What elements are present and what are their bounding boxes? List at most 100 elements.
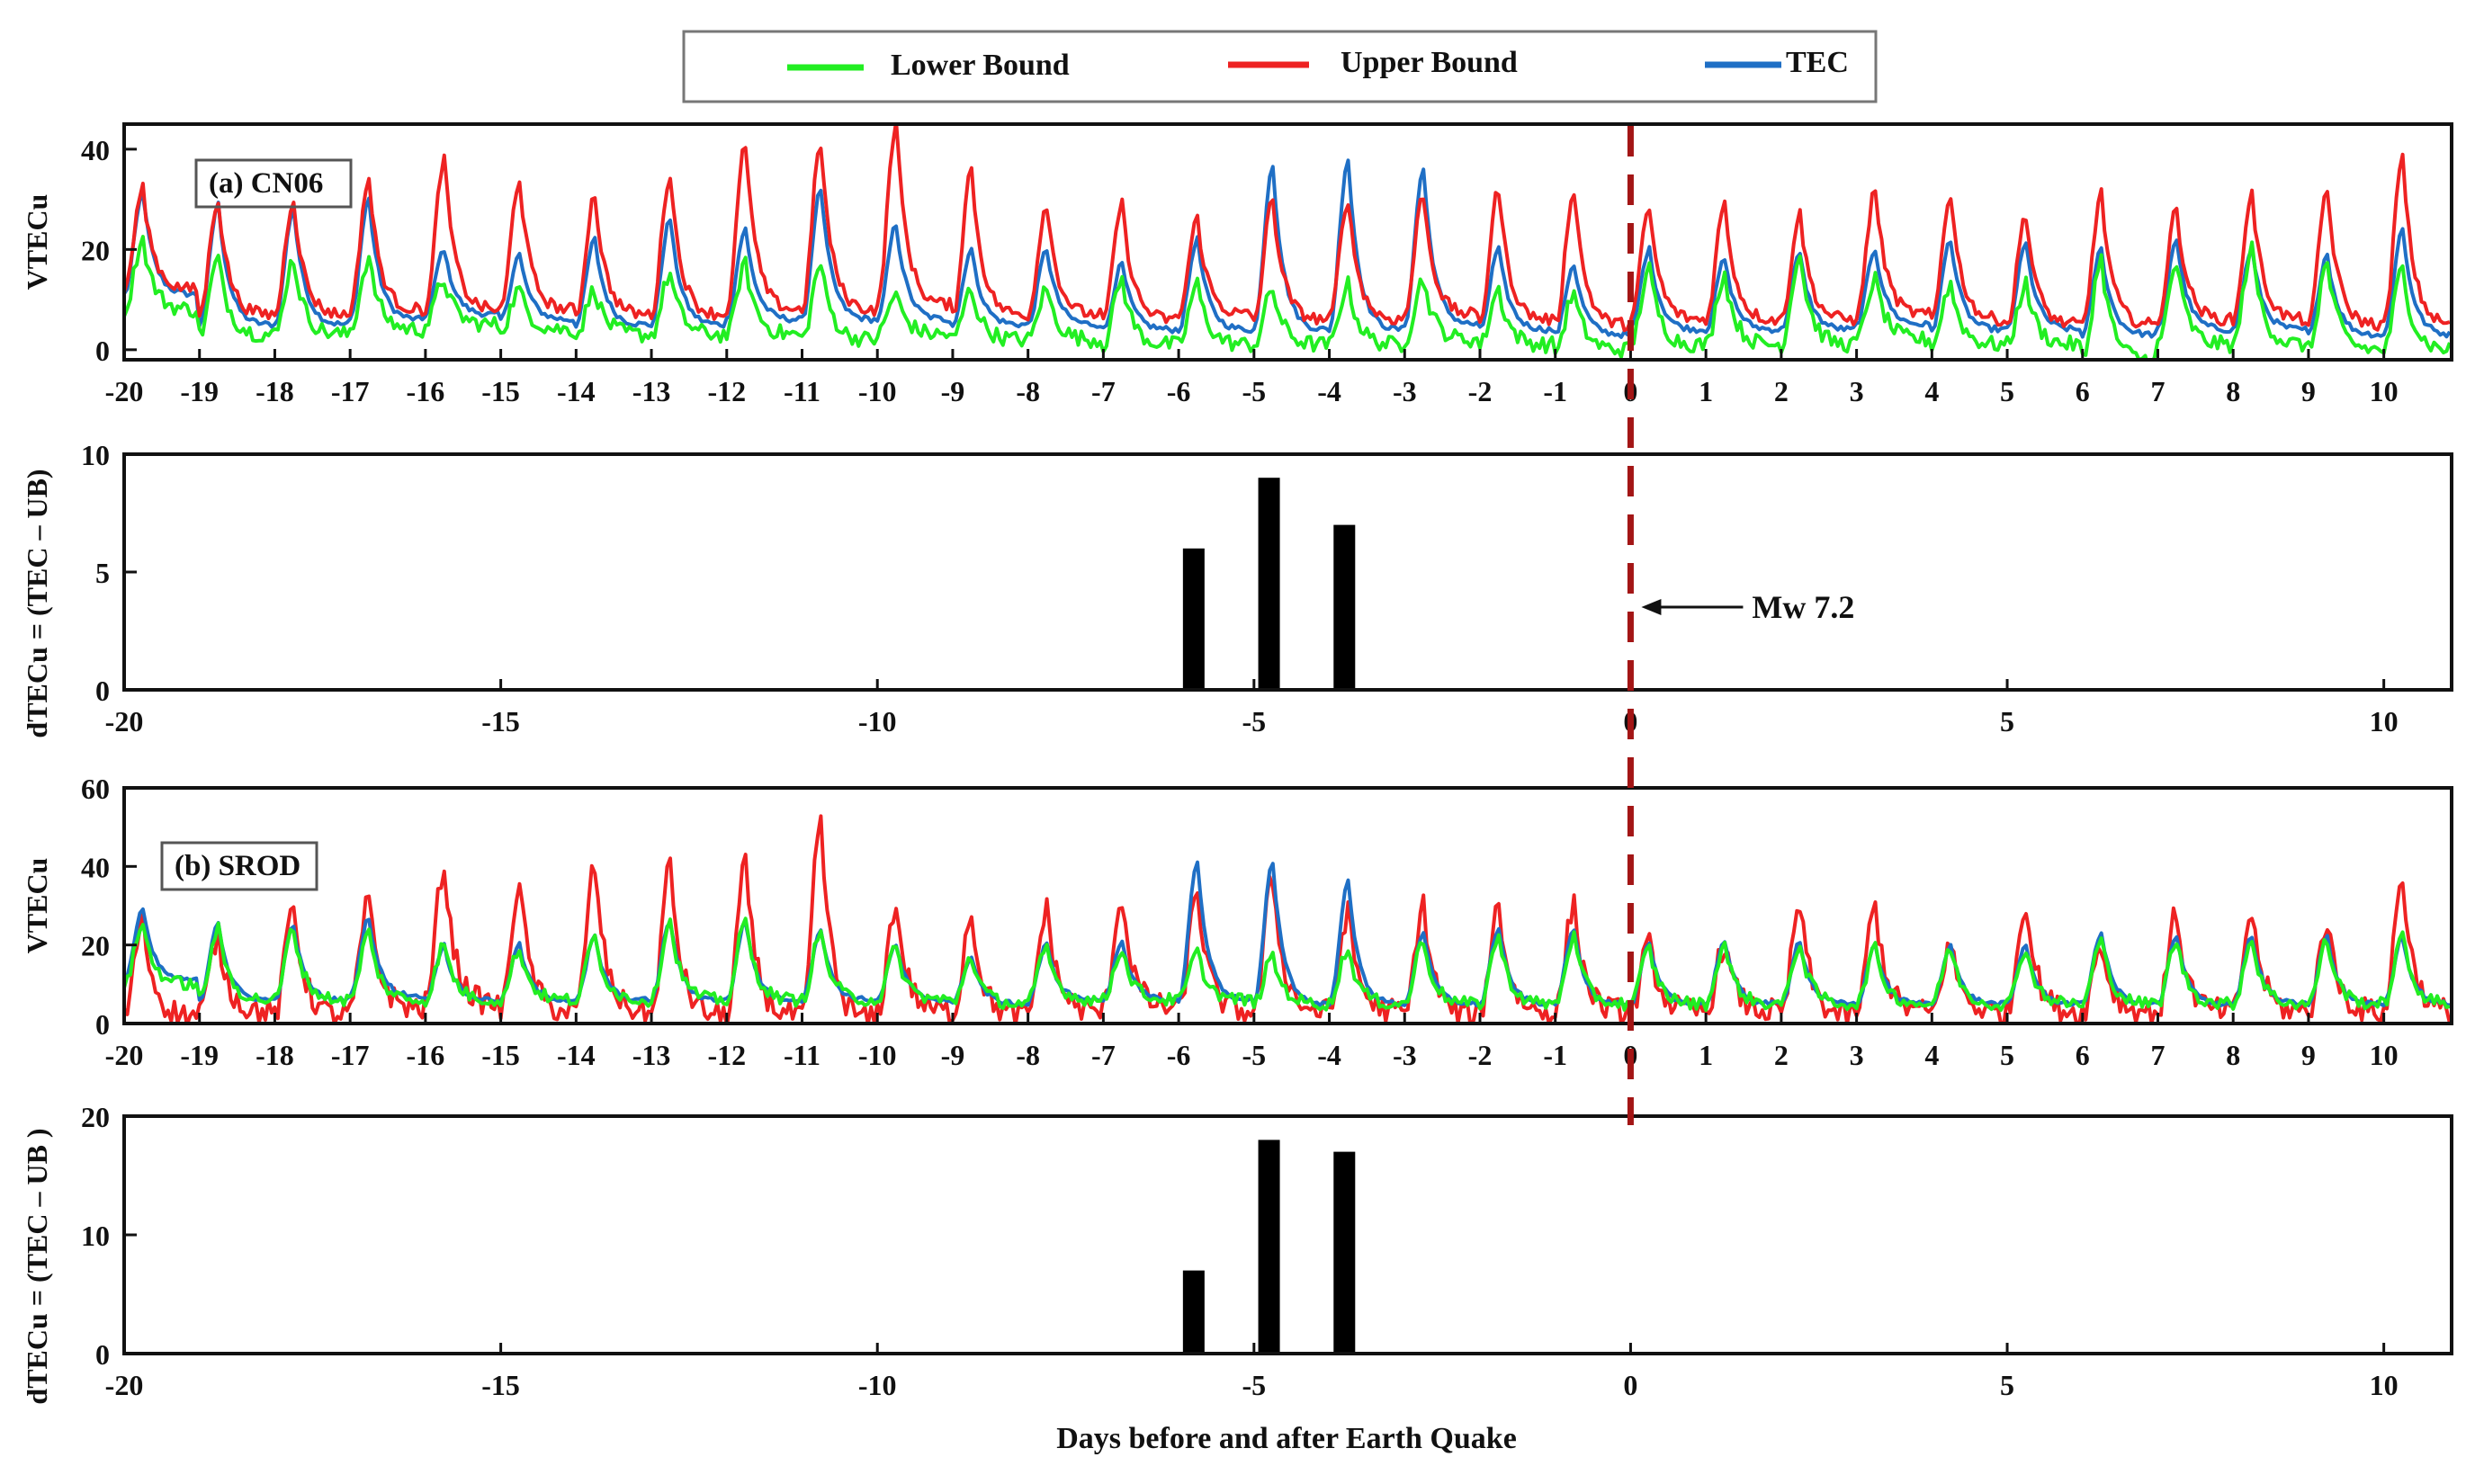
x-tick-label: 10: [2370, 1039, 2399, 1071]
x-tick-label: -19: [180, 1039, 219, 1071]
x-tick-label: -15: [481, 1039, 520, 1071]
x-tick-label: -1: [1543, 375, 1567, 407]
panel-label: (a) CN06: [209, 167, 323, 200]
x-tick-label: -6: [1167, 375, 1191, 407]
x-tick-label: 10: [2370, 375, 2399, 407]
tec-line: [124, 158, 2452, 339]
plot-area-3: [1182, 1140, 1356, 1354]
x-tick-label: -10: [858, 375, 897, 407]
x-tick-label: -5: [1242, 1369, 1266, 1401]
dtec-bar-0: [1182, 548, 1205, 690]
panel-label-box: (a) CN06: [194, 158, 353, 209]
dtec-bar-1: [1258, 478, 1280, 690]
x-tick-label: 5: [2000, 375, 2014, 407]
x-tick-label: -14: [557, 375, 596, 407]
x-tick-label: -20: [105, 705, 144, 738]
plot-area-1: [1182, 478, 1356, 690]
y-tick-label: 0: [95, 1338, 110, 1371]
x-tick-label: 6: [2076, 375, 2090, 407]
x-tick-label: -13: [632, 375, 671, 407]
axis-frame: [122, 452, 2453, 692]
dtec-bar-0: [1182, 1270, 1205, 1354]
panel-label: (b) SROD: [175, 850, 300, 882]
x-tick-label: -15: [481, 1369, 520, 1401]
x-tick-label: -10: [858, 705, 897, 738]
x-tick-label: 4: [1924, 1039, 1939, 1071]
y-tick-label: 10: [81, 439, 110, 471]
plot-area-2: [124, 814, 2452, 1024]
x-tick-label: -6: [1167, 1039, 1191, 1071]
axis-frame: [122, 786, 2453, 1025]
x-tick-label: -7: [1091, 1039, 1116, 1071]
x-tick-label: -4: [1317, 1039, 1341, 1071]
x-tick-label: -18: [256, 375, 294, 407]
y-axis-label: VTECu: [21, 194, 53, 291]
x-tick-label: 3: [1850, 375, 1864, 407]
x-tick-label: 5: [2000, 1039, 2014, 1071]
x-tick-label: -12: [707, 1039, 746, 1071]
dtec-bar-2: [1333, 524, 1356, 690]
x-axis-label: Days before and after Earth Quake: [1056, 1422, 1517, 1455]
x-tick-label: -16: [407, 375, 445, 407]
x-tick-label: -18: [256, 1039, 294, 1071]
x-tick-label: 1: [1699, 375, 1713, 407]
panel-label-box: (b) SROD: [160, 841, 318, 891]
x-tick-label: -17: [331, 1039, 370, 1071]
x-tick-label: -10: [858, 1369, 897, 1401]
x-tick-label: -11: [784, 1039, 821, 1071]
legend-label-upper-bound: Upper Bound: [1341, 46, 1518, 79]
plot-area-0: [124, 124, 2452, 360]
x-tick-label: -8: [1016, 375, 1040, 407]
y-tick-label: 20: [81, 1101, 110, 1133]
x-tick-label: 4: [1924, 375, 1939, 407]
x-tick-label: -14: [557, 1039, 596, 1071]
x-tick-label: 2: [1774, 1039, 1789, 1071]
y-axis-label: dTECu = (TEC – UB ): [21, 1128, 53, 1404]
upper-bound-line: [124, 124, 2451, 333]
y-tick-label: 20: [81, 234, 110, 266]
x-tick-label: 0: [1623, 1369, 1637, 1401]
x-tick-label: -17: [331, 375, 370, 407]
x-tick-label: -8: [1016, 1039, 1040, 1071]
y-tick-label: 20: [81, 930, 110, 962]
y-tick-label: 0: [95, 675, 110, 707]
x-tick-label: 9: [2301, 375, 2316, 407]
axis-frame: [122, 122, 2453, 362]
x-tick-label: -1: [1543, 1039, 1567, 1071]
x-tick-label: 3: [1850, 1039, 1864, 1071]
x-tick-label: -5: [1242, 705, 1266, 738]
x-tick-label: 7: [2150, 375, 2165, 407]
dtec-bar-2: [1333, 1151, 1356, 1354]
x-tick-label: 5: [2000, 705, 2014, 738]
y-tick-label: 40: [81, 851, 110, 883]
y-tick-label: 40: [81, 134, 110, 166]
x-tick-label: -3: [1393, 1039, 1417, 1071]
x-tick-label: -20: [105, 1039, 144, 1071]
x-tick-label: -5: [1242, 375, 1266, 407]
lower-bound-line: [124, 235, 2452, 360]
y-tick-label: 0: [95, 335, 110, 367]
x-tick-label: 2: [1774, 375, 1789, 407]
x-tick-label: -19: [180, 375, 219, 407]
x-tick-label: -12: [707, 375, 746, 407]
x-tick-label: -9: [941, 375, 965, 407]
x-tick-label: -11: [784, 375, 821, 407]
x-tick-label: 8: [2226, 1039, 2240, 1071]
annotation-mw-label: Mw 7.2: [1752, 589, 1854, 625]
dtec-bar-1: [1258, 1140, 1280, 1354]
x-tick-label: 9: [2301, 1039, 2316, 1071]
axis-frame: [122, 1114, 2453, 1355]
y-axis-label: dTECu = (TEC – UB): [21, 469, 53, 738]
x-tick-label: 5: [2000, 1369, 2014, 1401]
x-tick-label: 10: [2370, 1369, 2399, 1401]
x-tick-label: 6: [2076, 1039, 2090, 1071]
x-tick-label: -7: [1091, 375, 1116, 407]
x-tick-label: -4: [1317, 375, 1341, 407]
y-tick-label: 0: [95, 1008, 110, 1041]
x-tick-label: -13: [632, 1039, 671, 1071]
x-tick-label: -3: [1393, 375, 1417, 407]
